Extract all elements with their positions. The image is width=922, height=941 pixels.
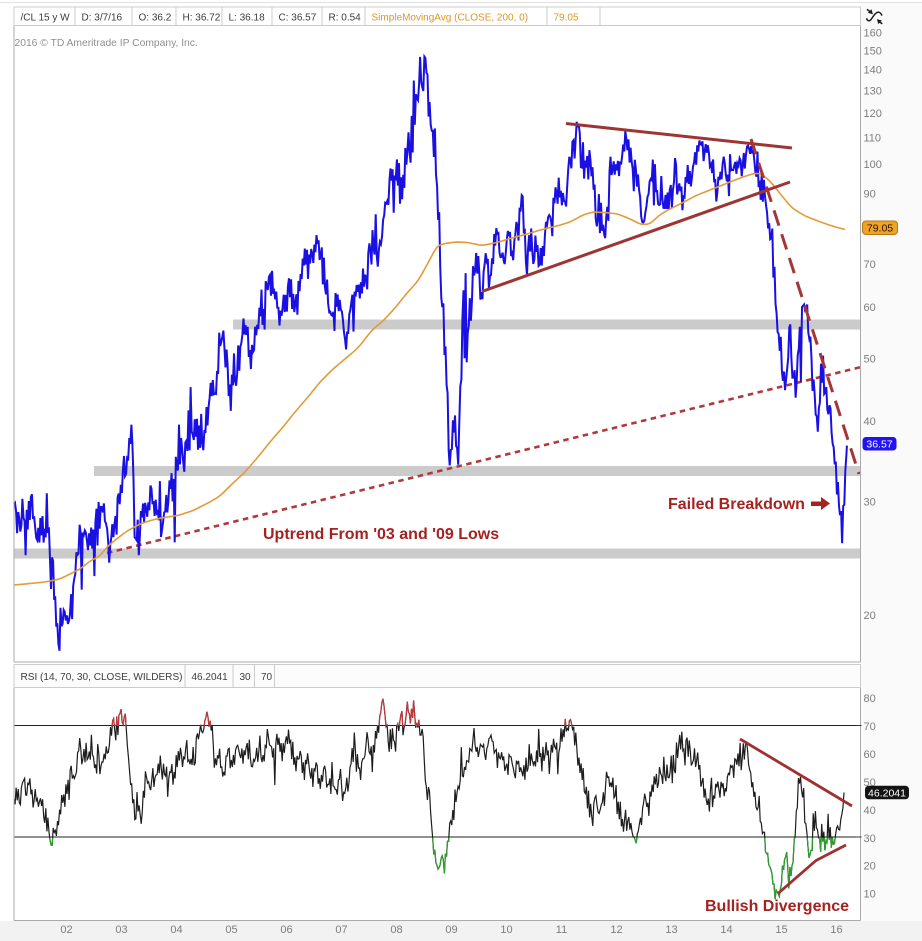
svg-text:20: 20 [864, 861, 876, 873]
svg-text:14: 14 [720, 924, 732, 936]
svg-text:46.2041: 46.2041 [868, 787, 906, 799]
svg-text:03: 03 [115, 924, 127, 936]
svg-text:30: 30 [240, 672, 252, 683]
svg-text:150: 150 [864, 45, 882, 57]
svg-text:08: 08 [390, 924, 402, 936]
svg-text:H: 36.72: H: 36.72 [183, 13, 221, 24]
svg-text:D: 3/7/16: D: 3/7/16 [82, 13, 123, 24]
svg-text:2016 © TD Ameritrade IP Compan: 2016 © TD Ameritrade IP Company, Inc. [15, 38, 198, 49]
svg-text:70: 70 [864, 721, 876, 733]
svg-text:46.2041: 46.2041 [192, 672, 229, 683]
svg-text:11: 11 [556, 924, 567, 936]
svg-text:RSI (14, 70, 30, CLOSE, WILDER: RSI (14, 70, 30, CLOSE, WILDERS) [21, 672, 183, 683]
svg-text:70: 70 [261, 672, 273, 683]
svg-text:70: 70 [864, 259, 876, 271]
svg-text:04: 04 [170, 924, 182, 936]
svg-text:90: 90 [864, 189, 876, 201]
svg-text:Bullish Divergence: Bullish Divergence [705, 898, 849, 915]
svg-text:40: 40 [864, 416, 876, 428]
svg-text:10: 10 [864, 889, 876, 901]
svg-text:09: 09 [445, 924, 457, 936]
svg-text:79.05: 79.05 [867, 223, 893, 235]
svg-text:36.57: 36.57 [866, 439, 892, 451]
svg-text:05: 05 [225, 924, 237, 936]
svg-text:79.05: 79.05 [554, 13, 579, 24]
svg-text:13: 13 [665, 924, 677, 936]
svg-text:60: 60 [864, 749, 876, 761]
svg-text:L: 36.18: L: 36.18 [229, 13, 266, 24]
svg-text:/CL 15 y W: /CL 15 y W [21, 13, 71, 24]
svg-text:40: 40 [864, 805, 876, 817]
svg-text:16: 16 [830, 924, 842, 936]
svg-text:C: 36.57: C: 36.57 [279, 13, 317, 24]
svg-text:60: 60 [864, 302, 876, 314]
svg-text:SimpleMovingAvg (CLOSE, 200, 0: SimpleMovingAvg (CLOSE, 200, 0) [372, 13, 529, 24]
svg-text:30: 30 [864, 833, 876, 845]
svg-text:130: 130 [864, 86, 882, 98]
svg-text:110: 110 [864, 132, 882, 144]
svg-text:12: 12 [610, 924, 622, 936]
svg-text:O: 36.2: O: 36.2 [139, 13, 172, 24]
svg-text:140: 140 [864, 65, 882, 77]
svg-text:R: 0.54: R: 0.54 [329, 13, 362, 24]
svg-text:02: 02 [60, 924, 72, 936]
svg-text:30: 30 [864, 496, 876, 508]
svg-text:06: 06 [280, 924, 292, 936]
svg-text:07: 07 [335, 924, 347, 936]
svg-text:Failed Breakdown: Failed Breakdown [668, 496, 805, 513]
svg-text:Uptrend From '03 and '09 Lows: Uptrend From '03 and '09 Lows [263, 526, 499, 543]
svg-text:160: 160 [864, 27, 882, 39]
svg-text:10: 10 [500, 924, 512, 936]
svg-text:100: 100 [864, 159, 882, 171]
svg-text:20: 20 [864, 610, 876, 622]
svg-text:80: 80 [864, 693, 876, 705]
svg-text:50: 50 [864, 353, 876, 365]
svg-text:120: 120 [864, 108, 882, 120]
svg-text:15: 15 [775, 924, 787, 936]
